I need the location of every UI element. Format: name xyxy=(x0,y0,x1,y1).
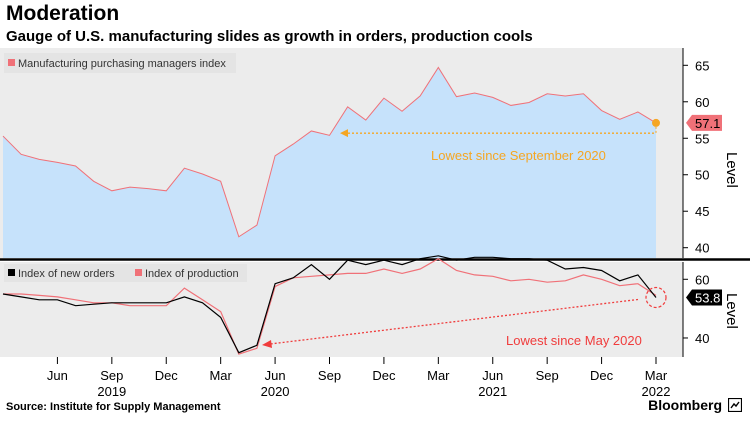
new-orders-legend-label: Index of new orders xyxy=(18,268,115,280)
bottom-annotation-arrowhead xyxy=(262,340,272,348)
top-annotation-arrowhead xyxy=(340,129,348,138)
production-legend-swatch xyxy=(135,269,142,276)
x-year-label: 2020 xyxy=(261,384,290,399)
top-y-axis-label: Level xyxy=(723,152,740,188)
source-note: Source: Institute for Supply Management xyxy=(6,401,221,413)
new-orders-value-badge xyxy=(686,289,722,306)
x-month-label: Mar xyxy=(209,368,232,383)
production-legend-label: Index of production xyxy=(145,268,239,280)
top-annotation-text: Lowest since September 2020 xyxy=(431,148,606,163)
new-orders-legend-swatch xyxy=(8,269,15,276)
x-year-label: 2022 xyxy=(642,384,671,399)
x-month-label: Sep xyxy=(100,368,123,383)
bottom-y-tick-label: 60 xyxy=(695,272,709,287)
x-month-label: Jun xyxy=(482,368,503,383)
top-legend-box xyxy=(4,53,236,73)
pmi-area xyxy=(3,67,656,258)
pmi-value-badge xyxy=(686,114,722,131)
x-month-label: Dec xyxy=(155,368,179,383)
bottom-y-axis-label: Level xyxy=(723,293,740,329)
pmi-last-point xyxy=(652,118,660,127)
new-orders-value-label: 53.8 xyxy=(695,290,720,305)
pmi-legend-label: Manufacturing purchasing managers index xyxy=(18,58,226,70)
top-y-tick-label: 60 xyxy=(695,95,709,110)
bloomberg-terminal-icon xyxy=(728,398,742,412)
pmi-line xyxy=(2,66,657,238)
new-orders-line xyxy=(2,255,657,354)
pmi-legend-swatch xyxy=(8,59,15,66)
x-month-label: Dec xyxy=(590,368,614,383)
bloomberg-logo: Bloomberg xyxy=(648,397,722,413)
x-month-label: Jun xyxy=(265,368,286,383)
x-year-label: 2019 xyxy=(97,384,126,399)
x-month-label: Sep xyxy=(536,368,559,383)
x-month-label: Mar xyxy=(427,368,450,383)
bottom-y-tick-label: 40 xyxy=(695,331,709,346)
chart-title: Moderation xyxy=(6,2,120,25)
top-y-tick-label: 55 xyxy=(695,131,709,146)
x-year-label: 2021 xyxy=(478,384,507,399)
top-y-tick-label: 50 xyxy=(695,168,709,183)
x-month-label: Sep xyxy=(318,368,341,383)
top-y-tick-label: 45 xyxy=(695,204,709,219)
pmi-value-label: 57.1 xyxy=(695,116,720,131)
x-month-label: Mar xyxy=(645,368,668,383)
bottom-annotation-arrow xyxy=(269,298,639,345)
chart-subtitle: Gauge of U.S. manufacturing slides as gr… xyxy=(6,28,533,45)
x-month-label: Jun xyxy=(47,368,68,383)
bottom-annotation-circle xyxy=(645,286,667,309)
top-y-tick-label: 40 xyxy=(695,241,709,256)
top-y-tick-label: 65 xyxy=(695,58,709,73)
bottom-legend-box xyxy=(4,264,247,282)
x-month-label: Dec xyxy=(372,368,396,383)
bottom-annotation-text: Lowest since May 2020 xyxy=(506,333,642,348)
